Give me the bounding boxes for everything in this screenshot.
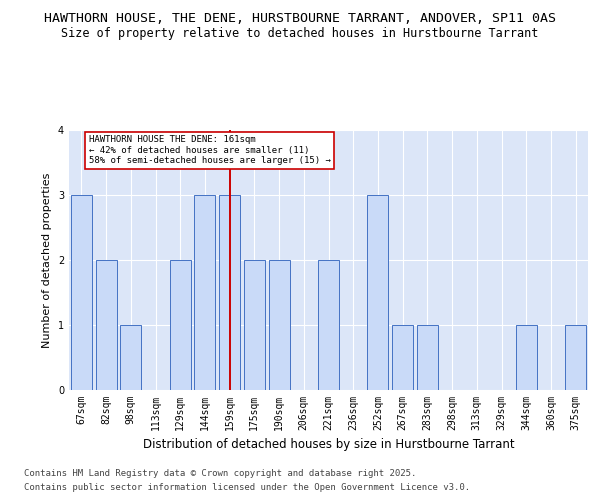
Text: HAWTHORN HOUSE, THE DENE, HURSTBOURNE TARRANT, ANDOVER, SP11 0AS: HAWTHORN HOUSE, THE DENE, HURSTBOURNE TA… xyxy=(44,12,556,26)
X-axis label: Distribution of detached houses by size in Hurstbourne Tarrant: Distribution of detached houses by size … xyxy=(143,438,514,452)
Bar xyxy=(392,325,413,390)
Bar xyxy=(244,260,265,390)
Bar xyxy=(516,325,537,390)
Bar xyxy=(219,195,240,390)
Bar xyxy=(269,260,290,390)
Bar xyxy=(170,260,191,390)
Bar xyxy=(95,260,116,390)
Bar xyxy=(417,325,438,390)
Bar xyxy=(194,195,215,390)
Bar xyxy=(120,325,141,390)
Y-axis label: Number of detached properties: Number of detached properties xyxy=(43,172,52,348)
Bar xyxy=(565,325,586,390)
Text: Contains HM Land Registry data © Crown copyright and database right 2025.: Contains HM Land Registry data © Crown c… xyxy=(24,468,416,477)
Text: Size of property relative to detached houses in Hurstbourne Tarrant: Size of property relative to detached ho… xyxy=(61,28,539,40)
Text: HAWTHORN HOUSE THE DENE: 161sqm
← 42% of detached houses are smaller (11)
58% of: HAWTHORN HOUSE THE DENE: 161sqm ← 42% of… xyxy=(89,135,331,165)
Bar xyxy=(318,260,339,390)
Text: Contains public sector information licensed under the Open Government Licence v3: Contains public sector information licen… xyxy=(24,484,470,492)
Bar xyxy=(367,195,388,390)
Bar xyxy=(71,195,92,390)
